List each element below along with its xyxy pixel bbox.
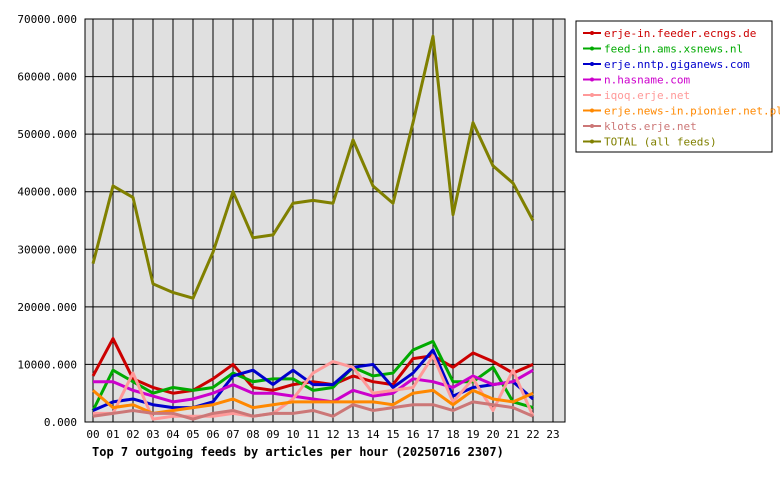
y-axis-ticks: 0.000 10000.000 20000.000 30000.000 40000.00… [17,13,77,429]
x-tick-label: 22 [526,428,539,441]
series-lines [91,34,535,421]
legend-marker [590,77,594,82]
series-line [93,368,534,404]
series-line [91,337,534,395]
chart-title: Top 7 outgoing feeds by articles per hou… [92,445,504,459]
x-tick-label: 12 [326,428,339,441]
gridlines [85,18,565,423]
legend-marker [590,93,594,97]
x-tick-label: 23 [546,428,559,441]
legend-marker [590,46,594,51]
y-tick-label: 60000.000 [17,71,77,84]
legend-label: erje-in.feeder.ecngs.de [604,27,756,40]
y-tick-label: 40000.000 [17,186,77,199]
x-tick-label: 06 [206,428,219,441]
y-tick-label: 10000.000 [17,358,77,371]
x-tick-label: 08 [246,428,259,441]
series-line [91,34,535,300]
x-axis-ticks: 00 01 02 03 04 05 06 07 08 09 10 11 12 13 14 15 16 17 18 19… [86,428,559,441]
legend-marker [590,62,594,66]
legend-marker [590,31,594,35]
x-tick-label: 18 [446,428,459,441]
x-tick-label: 01 [106,428,119,441]
x-tick-label: 20 [486,428,499,441]
legend-label: TOTAL (all feeds) [604,136,717,149]
legend: erje-in.feeder.ecngs.de feed-in.ams.xsnew… [583,27,780,149]
y-tick-label: 50000.000 [17,128,77,141]
x-tick-label: 00 [86,428,99,441]
plot-border [84,18,566,423]
legend-label: erje.nntp.giganews.com [604,58,750,71]
series-line [92,400,534,421]
legend-box [575,20,773,153]
series-line [92,388,534,415]
y-tick-label: 0.000 [44,416,77,429]
legend-label: klots.erje.net [604,120,697,133]
x-tick-label: 19 [466,428,479,441]
x-tick-label: 21 [506,428,519,441]
x-tick-label: 09 [266,428,279,441]
series-line [93,354,535,421]
x-tick-label: 11 [306,428,319,441]
plot-area [85,19,565,422]
legend-label: feed-in.ams.xsnews.nl [604,43,743,56]
y-tick-label: 70000.000 [17,13,77,26]
legend-marker [590,108,594,113]
x-tick-label: 15 [386,428,399,441]
x-tick-label: 03 [146,428,159,441]
legend-marker [590,139,594,144]
x-tick-label: 05 [186,428,199,441]
y-tick-label: 30000.000 [17,243,77,256]
legend-label: erje.news-in.pionier.net.pl [604,105,780,118]
x-tick-label: 02 [126,428,139,441]
x-tick-label: 16 [406,428,419,441]
legend-label: iqoq.erje.net [604,89,690,102]
x-tick-label: 10 [286,428,299,441]
x-tick-label: 17 [426,428,439,441]
x-tick-label: 07 [226,428,239,441]
y-tick-label: 20000.000 [17,301,77,314]
legend-marker [590,124,594,128]
legend-label: n.hasname.com [604,74,690,87]
series-line [91,339,534,412]
x-tick-label: 04 [166,428,180,441]
x-tick-label: 14 [366,428,380,441]
x-tick-label: 13 [346,428,359,441]
